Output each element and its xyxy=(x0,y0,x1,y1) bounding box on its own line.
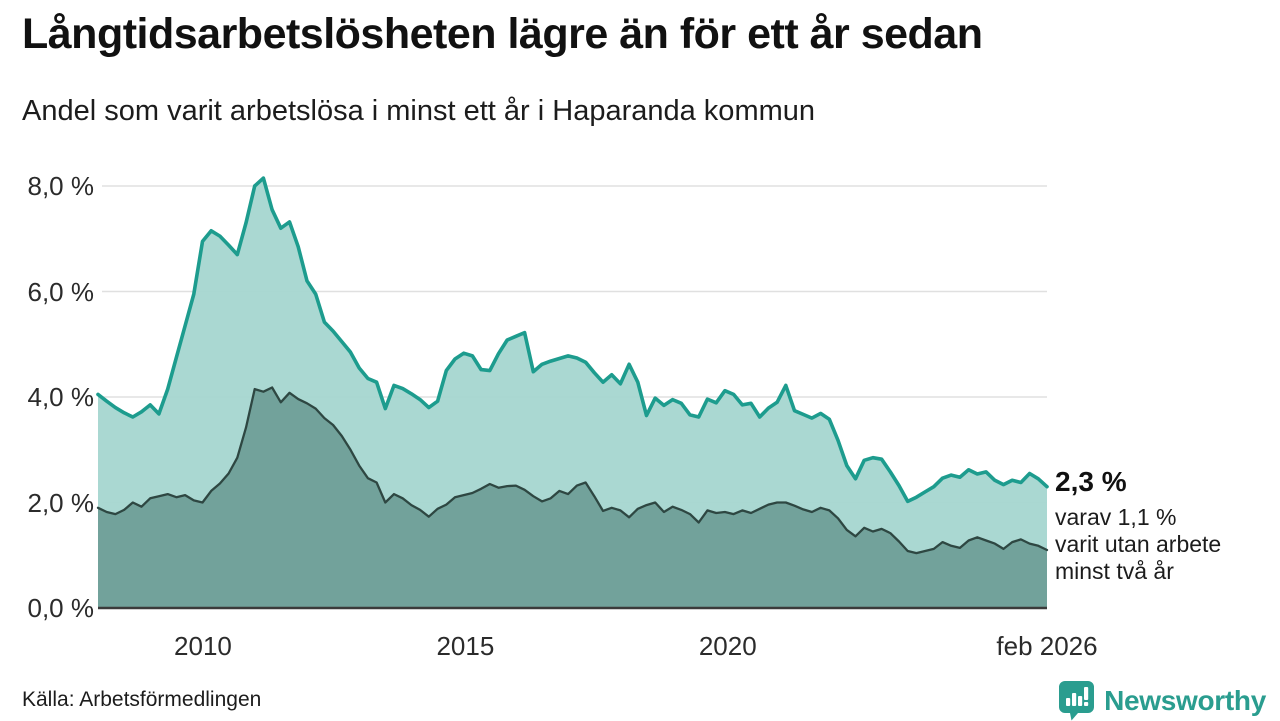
series-area-0 xyxy=(98,178,1047,608)
source-credit: Källa: Arbetsförmedlingen xyxy=(22,688,262,711)
annotation-line-3: minst två år xyxy=(1055,558,1174,584)
chart-subtitle: Andel som varit arbetslösa i minst ett å… xyxy=(22,95,816,127)
series-area-1 xyxy=(98,387,1047,608)
y-tick-label-2: 2,0 % xyxy=(27,487,95,518)
y-tick-label-4: 4,0 % xyxy=(27,382,95,412)
line-end-annotation: 2,3 % varav 1,1 % varit utan arbete mins… xyxy=(1055,468,1270,585)
annotation-line-1: varav 1,1 % xyxy=(1055,504,1177,530)
series-line-0 xyxy=(96,176,1049,504)
y-tick-label-0: 0,0 % xyxy=(27,593,95,623)
y-tick-label-8: 8,0 % xyxy=(27,171,95,201)
y-tick-label-6: 6,0 % xyxy=(27,276,95,307)
x-tick-label-2010: 2010 xyxy=(174,631,232,661)
x-tick-label-feb-2026: feb 2026 xyxy=(996,631,1098,661)
x-tick-label-2015: 2015 xyxy=(436,631,495,661)
annotation-line-2: varit utan arbete xyxy=(1055,531,1222,557)
newsworthy-wordmark: Newsworthy xyxy=(1104,684,1266,716)
page-title: Långtidsarbetslösheten lägre än för ett … xyxy=(22,10,983,58)
annotation-latest-value: 2,3 % xyxy=(1055,466,1127,497)
x-tick-label-2020: 2020 xyxy=(698,631,757,661)
newsworthy-logo-icon xyxy=(1057,680,1095,721)
newsworthy-brand: Newsworthy xyxy=(1057,680,1266,721)
series-line-1 xyxy=(96,386,1049,555)
